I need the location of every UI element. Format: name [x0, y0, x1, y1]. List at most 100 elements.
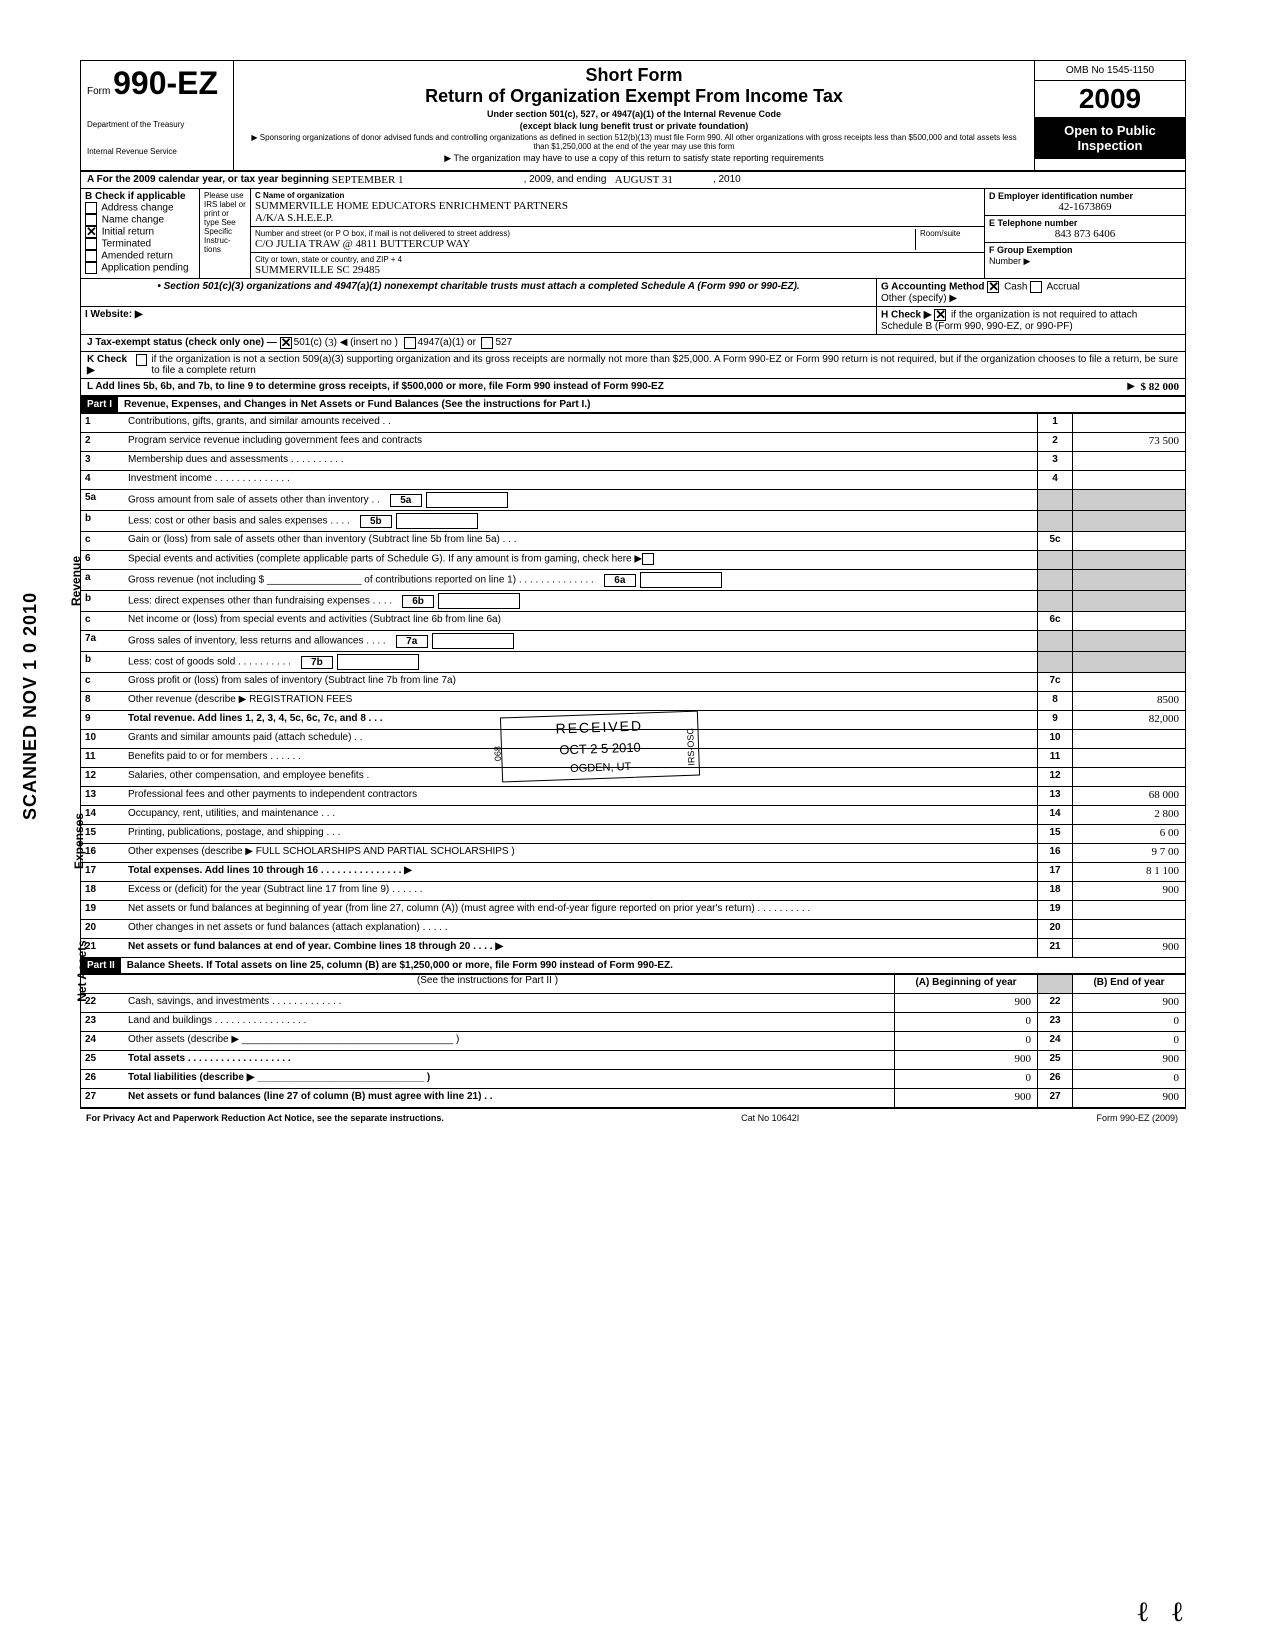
line-17: 17Total expenses. Add lines 10 through 1…	[81, 863, 1185, 882]
balance-col-a[interactable]: 0	[894, 1013, 1037, 1031]
line-desc: Other revenue (describe ▶ REGISTRATION F…	[124, 692, 1037, 710]
checkbox-accrual[interactable]	[1030, 281, 1042, 293]
header-center: Short Form Return of Organization Exempt…	[234, 61, 1034, 170]
line-amount[interactable]	[1072, 631, 1185, 651]
line-box: 7c	[1037, 673, 1072, 691]
footer: For Privacy Act and Paperwork Reduction …	[80, 1109, 1184, 1127]
balance-col-a[interactable]: 900	[894, 1051, 1037, 1069]
checkbox-gaming[interactable]	[642, 553, 654, 565]
line-desc: Contributions, gifts, grants, and simila…	[124, 414, 1037, 432]
line-amount[interactable]: 900	[1072, 939, 1185, 957]
line-9: 9Total revenue. Add lines 1, 2, 3, 4, 5c…	[81, 711, 1185, 730]
inner-box-value[interactable]	[426, 492, 508, 508]
section-l: L Add lines 5b, 6b, and 7b, to line 9 to…	[81, 379, 1185, 397]
line-amount[interactable]	[1072, 768, 1185, 786]
line-num: 1	[81, 414, 124, 432]
line-box	[1037, 490, 1072, 510]
dept-irs: Internal Revenue Service	[87, 147, 227, 156]
balance-desc: Total assets . . . . . . . . . . . . . .…	[124, 1051, 894, 1069]
section-j: J Tax-exempt status (check only one) — 5…	[81, 335, 1185, 352]
signature-mark: ℓ ℓ	[1136, 1597, 1184, 1629]
line-amount[interactable]: 900	[1072, 882, 1185, 900]
line-amount[interactable]	[1072, 452, 1185, 470]
line-amount[interactable]	[1072, 652, 1185, 672]
line-amount[interactable]	[1072, 730, 1185, 748]
checkbox-amended[interactable]	[85, 250, 97, 262]
inner-box-value[interactable]	[438, 593, 520, 609]
b-label-0: Address change	[101, 203, 173, 214]
c-aka-value: A/K/A S.H.E.E.P.	[255, 212, 980, 224]
checkbox-address[interactable]	[85, 202, 97, 214]
balance-col-b[interactable]: 0	[1072, 1070, 1185, 1088]
line-amount[interactable]	[1072, 570, 1185, 590]
line-amount[interactable]: 9 7 00	[1072, 844, 1185, 862]
line-amount[interactable]: 2 800	[1072, 806, 1185, 824]
line-amount[interactable]	[1072, 901, 1185, 919]
line-desc: Occupancy, rent, utilities, and maintena…	[124, 806, 1037, 824]
line-desc: Other changes in net assets or fund bala…	[124, 920, 1037, 938]
checkbox-initial[interactable]	[85, 226, 97, 238]
line-amount[interactable]	[1072, 490, 1185, 510]
inner-box-value[interactable]	[432, 633, 514, 649]
line-amount[interactable]: 6 00	[1072, 825, 1185, 843]
line-amount[interactable]	[1072, 551, 1185, 569]
balance-col-a[interactable]: 900	[894, 1089, 1037, 1107]
inner-box-value[interactable]	[396, 513, 478, 529]
line-18: 18Excess or (deficit) for the year (Subt…	[81, 882, 1185, 901]
open-public-1: Open to Public	[1039, 123, 1181, 138]
line-box: 12	[1037, 768, 1072, 786]
balance-col-b[interactable]: 0	[1072, 1013, 1185, 1031]
line-amount[interactable]: 73 500	[1072, 433, 1185, 451]
line-15: 15Printing, publications, postage, and s…	[81, 825, 1185, 844]
checkbox-cash[interactable]	[987, 281, 999, 293]
balance-box: 22	[1037, 994, 1072, 1012]
checkbox-terminated[interactable]	[85, 238, 97, 250]
line-amount[interactable]: 82,000	[1072, 711, 1185, 729]
balance-col-a[interactable]: 0	[894, 1070, 1037, 1088]
checkbox-k[interactable]	[136, 354, 147, 366]
inner-box-label: 5a	[390, 494, 422, 507]
line-desc: Membership dues and assessments . . . . …	[124, 452, 1037, 470]
balance-col-b[interactable]: 900	[1072, 1089, 1185, 1107]
inner-box-value[interactable]	[640, 572, 722, 588]
row-501-g: • Section 501(c)(3) organizations and 49…	[81, 279, 1185, 307]
line-amount[interactable]	[1072, 511, 1185, 531]
balance-col-b[interactable]: 0	[1072, 1032, 1185, 1050]
line-4: 4Investment income . . . . . . . . . . .…	[81, 471, 1185, 490]
line-num: 13	[81, 787, 124, 805]
checkbox-pending[interactable]	[85, 262, 97, 274]
line-19: 19Net assets or fund balances at beginni…	[81, 901, 1185, 920]
inner-box-value[interactable]	[337, 654, 419, 670]
line-amount[interactable]	[1072, 532, 1185, 550]
line-amount[interactable]	[1072, 471, 1185, 489]
checkbox-527[interactable]	[481, 337, 493, 349]
line-desc: Less: cost or other basis and sales expe…	[124, 511, 1037, 531]
dept-treasury: Department of the Treasury	[87, 120, 227, 129]
inner-box-label: 7a	[396, 635, 428, 648]
line-desc: Benefits paid to or for members . . . . …	[124, 749, 1037, 767]
part2-title: Balance Sheets. If Total assets on line …	[121, 958, 679, 973]
balance-col-b[interactable]: 900	[1072, 1051, 1185, 1069]
line-amount[interactable]	[1072, 612, 1185, 630]
g-accrual: Accrual	[1046, 282, 1079, 293]
checkbox-h[interactable]	[934, 309, 946, 321]
line-amount[interactable]	[1072, 591, 1185, 611]
d-label: D Employer identification number	[989, 191, 1181, 201]
line-amount[interactable]: 8500	[1072, 692, 1185, 710]
line-amount[interactable]	[1072, 749, 1185, 767]
line-amount[interactable]: 8 1 100	[1072, 863, 1185, 881]
line-amount[interactable]	[1072, 673, 1185, 691]
row-i-h: I Website: ▶ H Check ▶ if the organizati…	[81, 307, 1185, 335]
balance-col-a[interactable]: 900	[894, 994, 1037, 1012]
part1-body: Revenue Expenses Net Assets RECEIVED OCT…	[81, 414, 1185, 958]
checkbox-4947[interactable]	[404, 337, 416, 349]
line-amount[interactable]	[1072, 920, 1185, 938]
balance-desc: Other assets (describe ▶ _______________…	[124, 1032, 894, 1050]
line-amount[interactable]	[1072, 414, 1185, 432]
checkbox-501c[interactable]	[280, 337, 292, 349]
c-name-row: C Name of organization SUMMERVILLE HOME …	[251, 189, 984, 227]
balance-col-a[interactable]: 0	[894, 1032, 1037, 1050]
line-box: 2	[1037, 433, 1072, 451]
line-amount[interactable]: 68 000	[1072, 787, 1185, 805]
balance-col-b[interactable]: 900	[1072, 994, 1185, 1012]
